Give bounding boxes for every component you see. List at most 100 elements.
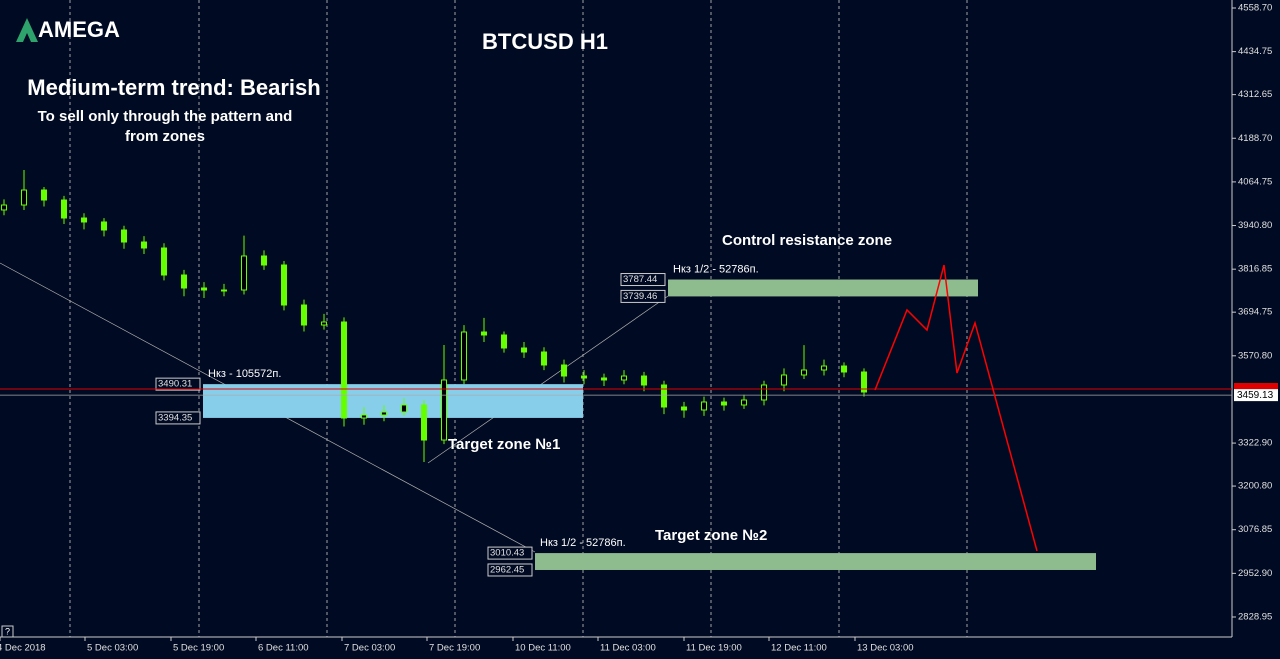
y-tick-label: 3570.80 (1238, 350, 1272, 361)
price-box-label: 3739.46 (623, 291, 657, 302)
price-box-label: 3787.44 (623, 274, 657, 285)
subtitle: Medium-term trend: Bearish (27, 75, 320, 100)
x-tick-label: 13 Dec 03:00 (857, 643, 914, 654)
candle-body (261, 255, 267, 266)
candle-body (241, 255, 247, 291)
x-tick-label: 5 Dec 19:00 (173, 643, 224, 654)
price-box-label: 2962.45 (490, 564, 524, 575)
candle-body (841, 365, 847, 373)
candle-body (741, 399, 747, 406)
candle-body (501, 334, 507, 349)
y-tick-label: 4312.65 (1238, 89, 1272, 100)
candle-body (861, 371, 867, 393)
logo-mark (16, 18, 38, 42)
x-tick-label: 10 Dec 11:00 (515, 643, 571, 654)
current-price: 3459.13 (1237, 390, 1274, 401)
candle-body (201, 287, 207, 291)
y-tick-label: 3940.80 (1238, 220, 1272, 231)
price-box (1234, 389, 1278, 402)
candle-body (21, 189, 27, 206)
price-box (620, 273, 666, 287)
y-tick-label: 4188.70 (1238, 133, 1272, 144)
candle-body (641, 375, 647, 386)
zone-name: Target zone №2 (655, 527, 767, 544)
candle-body (221, 289, 227, 292)
candle-body (661, 384, 667, 408)
price-box (487, 546, 533, 560)
y-tick-label: 3322.90 (1238, 438, 1272, 449)
candle-body (441, 379, 447, 441)
candle-body (521, 347, 527, 353)
zone-name: Target zone №1 (448, 436, 560, 453)
x-tick-label: 7 Dec 19:00 (429, 643, 480, 654)
x-tick-label: 11 Dec 03:00 (600, 643, 656, 654)
x-tick-label: 6 Dec 11:00 (258, 643, 309, 654)
candle-body (421, 404, 427, 441)
plot (1, 170, 867, 462)
candle-body (61, 199, 67, 219)
zone-label: Нкз - 105572п. (208, 368, 281, 380)
candle-body (701, 401, 707, 411)
zone (535, 553, 1096, 570)
candle-body (781, 374, 787, 386)
candle-body (1, 204, 7, 211)
zone-name: Control resistance zone (722, 232, 892, 249)
x-tick-label: 4 Dec 2018 (0, 643, 46, 654)
candle-body (281, 264, 287, 306)
y-tick-label: 2828.95 (1238, 612, 1272, 623)
candle-body (161, 247, 167, 276)
forecast (874, 264, 1038, 552)
note: from zones (125, 128, 205, 145)
candle-body (681, 406, 687, 411)
zones: 3490.31 3394.35 Нкз - 105572п. Target zone … (155, 232, 1096, 577)
candle-body (121, 229, 127, 243)
y-tick-label: 4064.75 (1238, 176, 1272, 187)
chart-title: BTCUSD H1 (482, 29, 608, 54)
price-box-label: 3490.31 (158, 379, 192, 390)
candle-body (721, 401, 727, 406)
zone-label: Нкз 1/2 - 52786п. (540, 537, 626, 549)
zone (668, 279, 978, 297)
x-tick-label: 5 Dec 03:00 (87, 643, 138, 654)
x-tick-label: 12 Dec 11:00 (771, 643, 827, 654)
candle-body (561, 364, 567, 377)
zone-label: Нкз 1/2 - 52786п. (673, 263, 759, 275)
ask-box (1234, 383, 1278, 392)
candle-body (541, 351, 547, 366)
logo-text: AMEGA (38, 17, 120, 42)
corner-button[interactable]: ? (1, 625, 14, 638)
price-box (155, 411, 201, 425)
note: To sell only through the pattern and (38, 108, 293, 125)
candle-body (761, 384, 767, 401)
candle-body (301, 304, 307, 326)
candle-body (481, 331, 487, 336)
logo: AMEGA (16, 17, 120, 42)
price-box (487, 563, 533, 577)
candle-body (101, 221, 107, 231)
price-box-label: 3010.43 (490, 548, 524, 559)
day-separators (69, 0, 968, 637)
candle-body (141, 241, 147, 249)
candle-body (81, 217, 87, 223)
candle-body (801, 369, 807, 376)
candle-body (41, 189, 47, 201)
x-tick-label: 7 Dec 03:00 (344, 643, 395, 654)
candle-body (181, 274, 187, 289)
y-tick-label: 4558.70 (1238, 3, 1272, 14)
y-tick-label: 3816.85 (1238, 264, 1272, 275)
y-tick-label: 3076.85 (1238, 524, 1272, 535)
price-box (155, 377, 201, 391)
y-tick-label: 3694.75 (1238, 307, 1272, 318)
candle-body (821, 365, 827, 371)
candle-body (401, 404, 407, 413)
price-box-label: 3394.35 (158, 412, 192, 423)
x-tick-label: 11 Dec 19:00 (686, 643, 742, 654)
price-box (620, 289, 666, 303)
y-tick-label: 2952.90 (1238, 568, 1272, 579)
candle-body (381, 411, 387, 416)
candle-body (341, 321, 347, 419)
candle-body (321, 321, 327, 326)
y-tick-label: 4434.75 (1238, 46, 1272, 57)
candle-body (361, 414, 367, 419)
